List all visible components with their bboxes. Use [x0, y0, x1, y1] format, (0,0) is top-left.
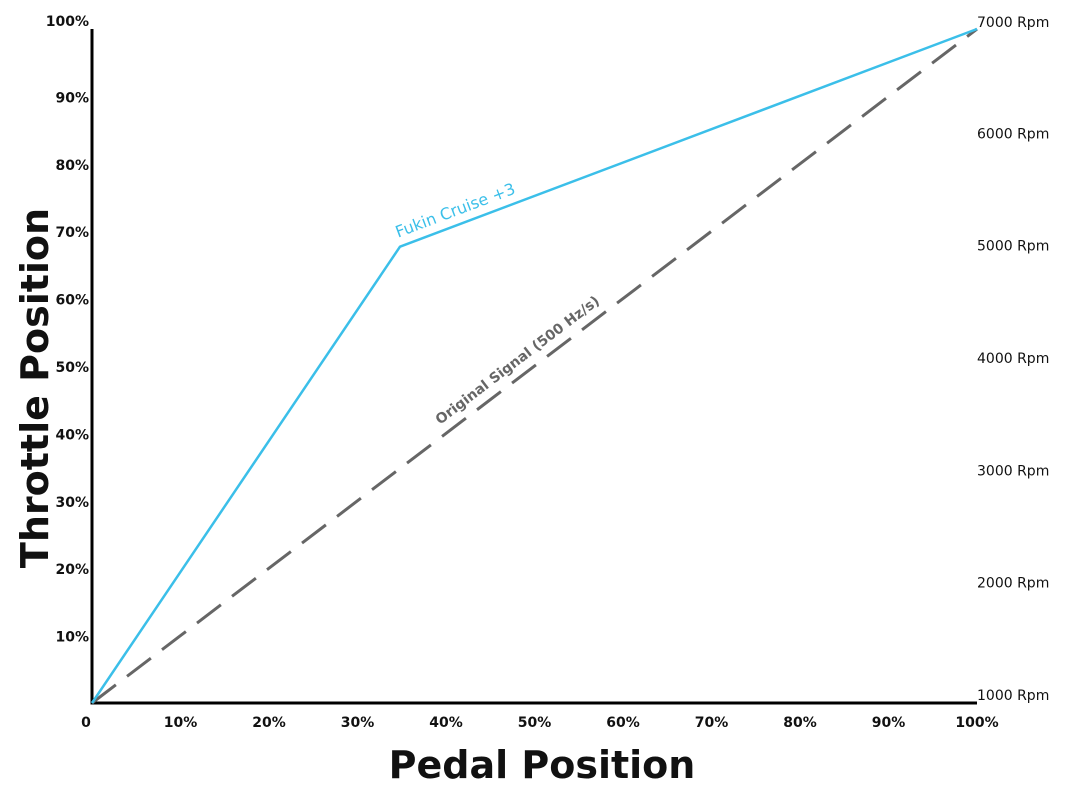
y2-tick-label: 6000 Rpm	[977, 126, 1049, 142]
y2-tick-label: 1000 Rpm	[977, 688, 1049, 704]
x-tick-label: 60%	[606, 715, 640, 731]
y2-tick-label: 5000 Rpm	[977, 239, 1049, 255]
y-axis-title: Throttle Position	[13, 208, 57, 568]
y-tick-label: 60%	[55, 293, 89, 309]
y2-tick-label: 2000 Rpm	[977, 576, 1049, 592]
x-tick-label: 30%	[341, 715, 375, 731]
x-tick-label: 10%	[164, 715, 198, 731]
x-tick-label: 90%	[872, 715, 906, 731]
tick-labels: 0 10% 20% 30% 40% 50% 60% 70% 80% 90% 100% 10% 20% 30…	[46, 14, 1050, 731]
x-tick-label: 40%	[429, 715, 463, 731]
y2-tick-label: 4000 Rpm	[977, 351, 1049, 367]
x-tick-label: 70%	[695, 715, 729, 731]
x-tick-label: 100%	[955, 715, 998, 731]
series-label-original-signal: Original Signal (500 Hz/s)	[433, 293, 603, 428]
y-tick-label: 70%	[55, 225, 89, 241]
y-tick-label: 10%	[55, 630, 89, 646]
series-line-0	[90, 27, 978, 704]
x-tick-label: 50%	[518, 715, 552, 731]
y-tick-label: 30%	[55, 495, 89, 511]
y-tick-label: 40%	[55, 427, 89, 443]
y-tick-label: 80%	[55, 158, 89, 174]
y2-tick-label: 3000 Rpm	[977, 463, 1049, 479]
y-tick-label: 90%	[55, 90, 89, 106]
x-tick-label: 80%	[783, 715, 817, 731]
x-tick-label: 20%	[252, 715, 286, 731]
y-tick-label: 50%	[55, 360, 89, 376]
x-tick-label: 0	[81, 715, 91, 731]
axes	[90, 29, 977, 705]
y2-tick-label: 7000 Rpm	[977, 15, 1049, 31]
series-line-1	[91, 27, 978, 705]
x-axis-title: Pedal Position	[389, 743, 696, 787]
y-tick-label: 100%	[46, 14, 89, 30]
y-tick-label: 20%	[55, 562, 89, 578]
